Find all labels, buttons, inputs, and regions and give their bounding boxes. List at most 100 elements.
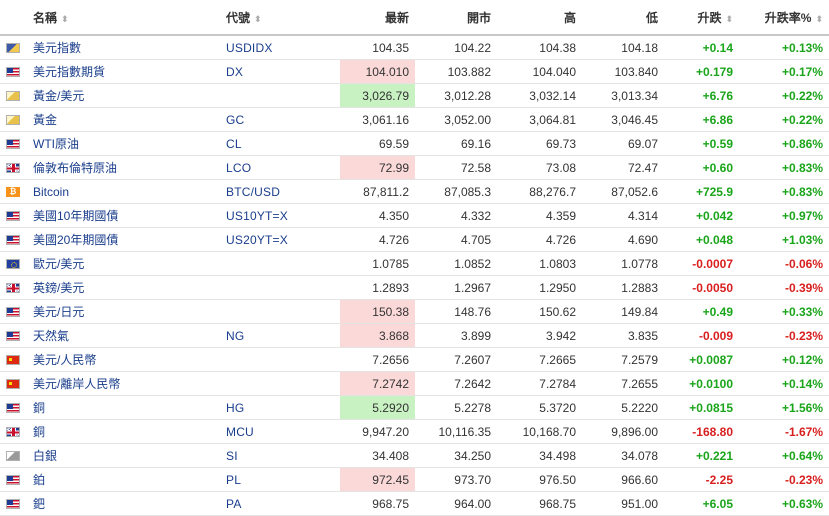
low-price: 34.078	[582, 443, 664, 468]
instrument-name-link[interactable]: 黃金	[33, 113, 58, 127]
change-percent: -0.39%	[739, 275, 829, 300]
table-row[interactable]: 美國20年期國債 US20YT=X 4.726 4.705 4.726 4.690 +0.0…	[0, 227, 829, 252]
instrument-name-link[interactable]: 美元/日元	[33, 305, 85, 319]
instrument-code-link[interactable]: GC	[226, 112, 245, 127]
sort-arrows-icon[interactable]: ⬍	[815, 13, 823, 24]
instrument-code-link[interactable]: NG	[226, 328, 245, 343]
last-price: 5.2920	[340, 395, 415, 420]
last-price: 4.350	[340, 203, 415, 228]
instrument-code-link[interactable]: PA	[226, 496, 242, 511]
instrument-name-link[interactable]: 白銀	[33, 449, 58, 463]
instrument-name-link[interactable]: 天然氣	[33, 329, 70, 343]
open-price: 3,052.00	[415, 107, 497, 132]
header-high-label: 高	[563, 10, 576, 25]
instrument-name-link[interactable]: 美元指數	[33, 41, 82, 55]
table-row[interactable]: 英鎊/美元 1.2893 1.2967 1.2950 1.2883 -0.0050 -0.3…	[0, 275, 829, 300]
change-percent: +0.33%	[739, 299, 829, 324]
instrument-name-link[interactable]: 銅	[33, 425, 46, 439]
table-row[interactable]: 美元/日元 150.38 148.76 150.62 149.84 +0.49 +0.33%	[0, 299, 829, 324]
open-price: 72.58	[415, 155, 497, 180]
instrument-name-link[interactable]: 鉑	[33, 473, 46, 487]
header-high[interactable]: 高	[497, 0, 582, 36]
header-code[interactable]: 代號 ⬍	[220, 0, 340, 36]
table-row[interactable]: 倫敦布倫特原油 LCO 72.99 72.58 73.08 72.47 +0.60 +0.83…	[0, 155, 829, 180]
code-cell: SI	[220, 443, 340, 468]
table-row[interactable]: 美元指數 USDIDX 104.35 104.22 104.38 104.18 +0.14 +…	[0, 35, 829, 60]
table-row[interactable]: 銅 HG 5.2920 5.2278 5.3720 5.2220 +0.0815 +1.56%	[0, 395, 829, 420]
sort-arrows-icon[interactable]: ⬍	[61, 13, 69, 24]
code-cell: NG	[220, 323, 340, 348]
header-open[interactable]: 開市	[415, 0, 497, 36]
instrument-name-link[interactable]: 英鎊/美元	[33, 281, 85, 295]
table-row[interactable]: 白銀 SI 34.408 34.250 34.498 34.078 +0.221 +0.64%	[0, 443, 829, 468]
name-cell: 美國10年期國債	[27, 203, 220, 228]
instrument-name-link[interactable]: 美元/人民幣	[33, 353, 97, 367]
instrument-name-link[interactable]: 黃金/美元	[33, 89, 85, 103]
instrument-code-link[interactable]: PL	[226, 472, 242, 487]
low-price: 966.60	[582, 467, 664, 492]
instrument-name-link[interactable]: 倫敦布倫特原油	[33, 161, 118, 175]
instrument-name-link[interactable]: 美國10年期國債	[33, 209, 119, 223]
instrument-name-link[interactable]: Bitcoin	[33, 184, 70, 199]
instrument-code-link[interactable]: US20YT=X	[226, 232, 288, 247]
code-cell	[220, 347, 340, 372]
table-row[interactable]: 美元/離岸人民幣 7.2742 7.2642 7.2784 7.2655 +0.0100 +…	[0, 371, 829, 396]
high-price: 3,032.14	[497, 83, 582, 108]
header-last[interactable]: 最新	[340, 0, 415, 36]
table-row[interactable]: 銅 MCU 9,947.20 10,116.35 10,168.70 9,896.00 -1…	[0, 419, 829, 444]
name-cell: 美元/人民幣	[27, 347, 220, 372]
instrument-name-link[interactable]: 歐元/美元	[33, 257, 85, 271]
table-row[interactable]: 黃金/美元 3,026.79 3,012.28 3,032.14 3,013.34 +6.…	[0, 83, 829, 108]
header-open-label: 開市	[466, 10, 491, 25]
instrument-code-link[interactable]: SI	[226, 448, 238, 463]
header-change[interactable]: 升跌 ⬍	[664, 0, 739, 36]
instrument-code-link[interactable]: LCO	[226, 160, 252, 175]
instrument-code-link[interactable]: DX	[226, 64, 244, 79]
table-row[interactable]: ₿ Bitcoin BTC/USD 87,811.2 87,085.3 88,276.7 8…	[0, 179, 829, 204]
flag-cell	[0, 467, 27, 492]
header-change-pct[interactable]: 升跌率% ⬍	[739, 0, 829, 36]
instrument-code-link[interactable]: USDIDX	[226, 40, 273, 55]
low-price: 7.2579	[582, 347, 664, 372]
instrument-name-link[interactable]: 銅	[33, 401, 46, 415]
us-flag-icon	[6, 139, 20, 150]
us-flag-icon	[6, 307, 20, 318]
table-row[interactable]: 黃金 GC 3,061.16 3,052.00 3,064.81 3,046.45 +6.8…	[0, 107, 829, 132]
instrument-code-link[interactable]: HG	[226, 400, 245, 415]
header-low[interactable]: 低	[582, 0, 664, 36]
instrument-code-link[interactable]: CL	[226, 136, 242, 151]
change-percent: +0.86%	[739, 131, 829, 156]
table-row[interactable]: 歐元/美元 1.0785 1.0852 1.0803 1.0778 -0.0007 -0.0…	[0, 251, 829, 276]
high-price: 4.359	[497, 203, 582, 228]
silver-flag-icon	[6, 451, 20, 462]
code-cell: HG	[220, 395, 340, 420]
instrument-code-link[interactable]: BTC/USD	[226, 184, 281, 199]
sort-arrows-icon[interactable]: ⬍	[725, 13, 733, 24]
table-row[interactable]: 美國10年期國債 US10YT=X 4.350 4.332 4.359 4.314 +0.0…	[0, 203, 829, 228]
sort-arrows-icon[interactable]: ⬍	[254, 13, 262, 24]
table-row[interactable]: 美元指數期貨 DX 104.010 103.882 104.040 103.840 +0.1…	[0, 59, 829, 84]
instrument-name-link[interactable]: 美元指數期貨	[33, 65, 106, 79]
instrument-name-link[interactable]: 鈀	[33, 497, 46, 511]
table-row[interactable]: 鉑 PL 972.45 973.70 976.50 966.60 -2.25 -0.23%	[0, 467, 829, 492]
open-price: 5.2278	[415, 395, 497, 420]
table-row[interactable]: 鈀 PA 968.75 964.00 968.75 951.00 +6.05 +0.63%	[0, 491, 829, 516]
table-row[interactable]: WTI原油 CL 69.59 69.16 69.73 69.07 +0.59 +0.86%	[0, 131, 829, 156]
header-name[interactable]: 名稱 ⬍	[27, 0, 220, 36]
flag-cell	[0, 443, 27, 468]
code-cell	[220, 83, 340, 108]
flag-cell	[0, 35, 27, 60]
table-row[interactable]: 天然氣 NG 3.868 3.899 3.942 3.835 -0.009 -0.23%	[0, 323, 829, 348]
instrument-name-link[interactable]: WTI原油	[33, 137, 79, 151]
instrument-code-link[interactable]: US10YT=X	[226, 208, 288, 223]
table-row[interactable]: 美元/人民幣 7.2656 7.2607 7.2665 7.2579 +0.0087 +0.…	[0, 347, 829, 372]
instrument-name-link[interactable]: 美國20年期國債	[33, 233, 119, 247]
flag-cell	[0, 371, 27, 396]
table-header-row: 名稱 ⬍ 代號 ⬍ 最新 開市 高 低 升跌 ⬍ 升跌率% ⬍	[0, 0, 829, 36]
change-percent: +1.56%	[739, 395, 829, 420]
high-price: 1.0803	[497, 251, 582, 276]
instrument-code-link[interactable]: MCU	[226, 424, 254, 439]
instrument-name-link[interactable]: 美元/離岸人民幣	[33, 377, 121, 391]
change-percent: -0.23%	[739, 323, 829, 348]
high-price: 976.50	[497, 467, 582, 492]
